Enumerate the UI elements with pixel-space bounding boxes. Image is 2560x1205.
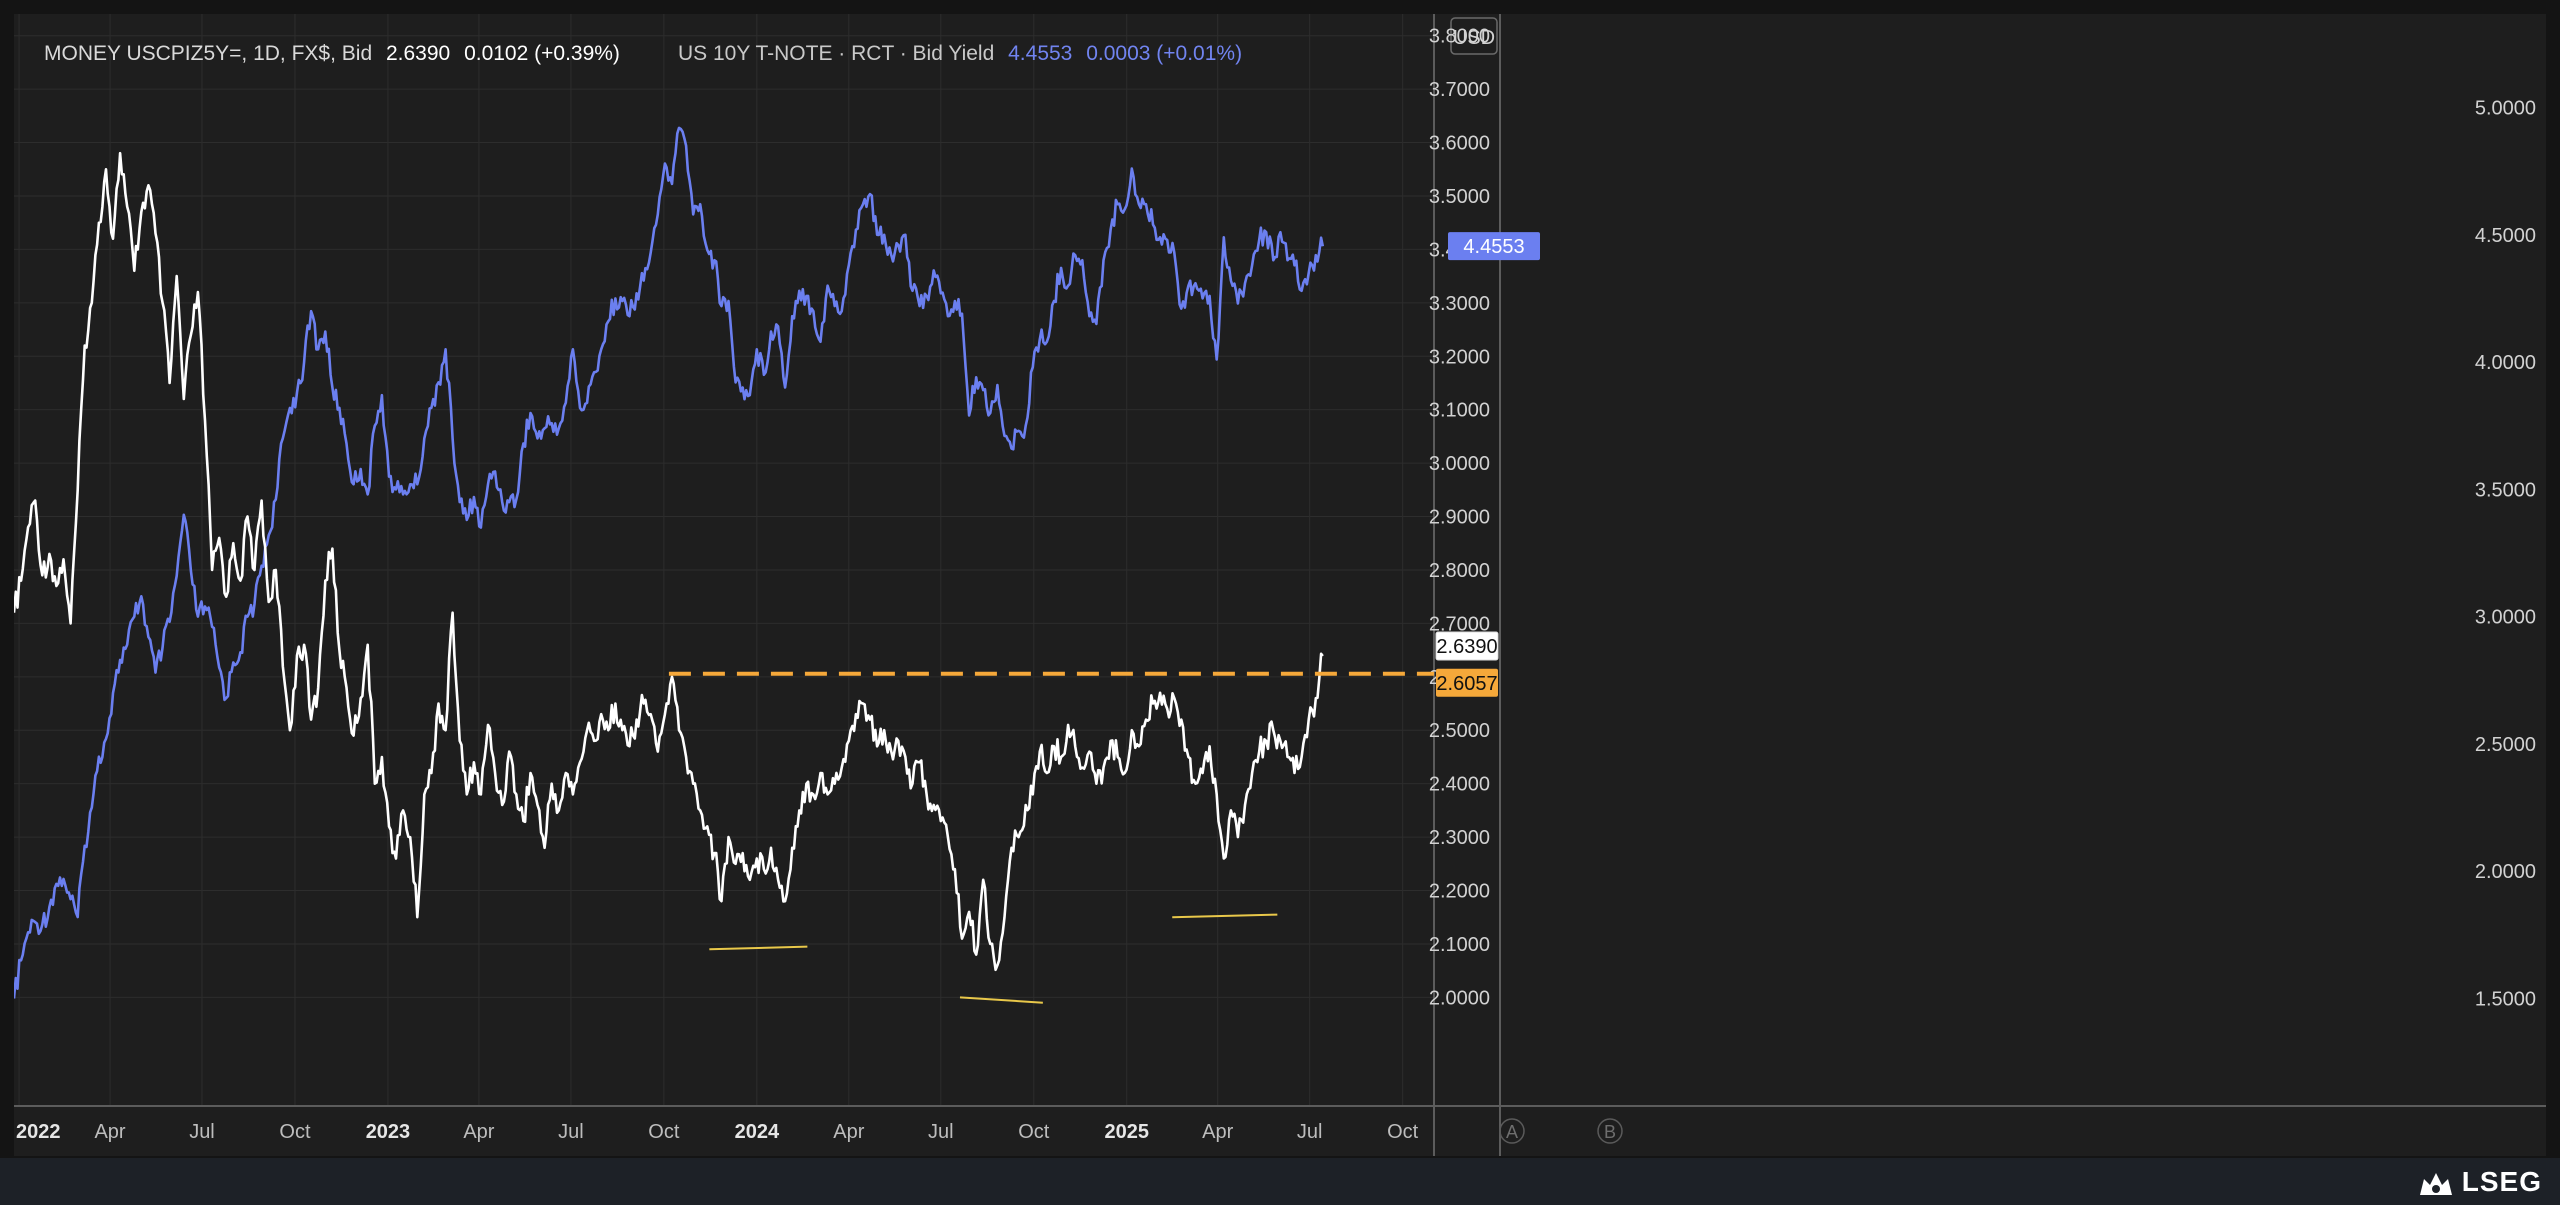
- x-axis-tick-label: Apr: [833, 1121, 864, 1143]
- x-axis-tick-label: Jul: [558, 1121, 584, 1143]
- right-axis-tick-label: 3.5000: [2475, 479, 2536, 501]
- left-axis-tick-label: 3.0000: [1429, 453, 1490, 475]
- left-axis-tick-label: 3.1000: [1429, 400, 1490, 422]
- right-axis-tick-label: 2.0000: [2475, 861, 2536, 883]
- left-axis-tick-label: 3.8000: [1429, 26, 1490, 48]
- left-axis-tick-label: 3.3000: [1429, 293, 1490, 315]
- x-axis-tick-label: Jul: [189, 1121, 215, 1143]
- series-uscpiz5y-line: [14, 151, 1324, 972]
- legend-series-1-last: 2.6390: [385, 42, 451, 65]
- overlay-layer: 2.6390 2.6057 4.4553: [668, 232, 1540, 1004]
- last-value-label-series2: 4.4553: [1448, 232, 1540, 261]
- legend-series-2-change: 0.0003 (+0.01%): [1086, 42, 1243, 65]
- x-axis-tick-label: Apr: [94, 1121, 125, 1143]
- scale-button-label: B: [1604, 1122, 1616, 1142]
- left-axis-tick-label: 2.8000: [1429, 560, 1490, 582]
- scale-button-ring: [1597, 1118, 1623, 1144]
- legend-series-2-last: 4.4553: [1008, 42, 1073, 65]
- x-axis-tick-label: 2024: [735, 1121, 780, 1143]
- right-axis-tick-label: 4.0000: [2475, 352, 2536, 374]
- support-annotation-line: [1172, 913, 1278, 919]
- currency-box: [1450, 17, 1498, 55]
- brand-name: LSEG: [2461, 1166, 2542, 1197]
- legend-series-2-name: US 10Y T-NOTE · RCT · Bid Yield: [678, 42, 995, 65]
- scale-button-a[interactable]: A: [1499, 1118, 1525, 1144]
- left-axis-tick-label: 3.6000: [1429, 133, 1490, 155]
- left-axis-tick-label: 3.2000: [1429, 346, 1490, 368]
- reference-value-label-text: 2.6057: [1436, 673, 1497, 695]
- reference-value-label: 2.6057: [1436, 668, 1498, 697]
- last-value-label-series1-text: 2.6390: [1436, 636, 1497, 658]
- brand-logo: LSEG: [2416, 1166, 2542, 1199]
- legend-series-2[interactable]: US 10Y T-NOTE · RCT · Bid Yield 4.4553 0…: [678, 42, 1250, 66]
- right-axis-tick-label: 1.5000: [2475, 989, 2536, 1011]
- support-annotation-line: [709, 945, 808, 951]
- series-layer: [14, 126, 1325, 999]
- footer-bar: [0, 1158, 2560, 1205]
- x-axis-tick-label: Oct: [1387, 1121, 1419, 1143]
- left-axis-tick-label: 2.9000: [1429, 507, 1490, 529]
- scale-button-b[interactable]: B: [1597, 1118, 1623, 1144]
- grid: [14, 14, 1434, 1106]
- x-axis-tick-label: 2023: [366, 1121, 411, 1143]
- x-axis-tick-label: Oct: [648, 1121, 680, 1143]
- x-axis-tick-label: Apr: [463, 1121, 494, 1143]
- last-value-label-series1-bg: [1435, 631, 1499, 661]
- reference-value-label-bg: [1436, 668, 1498, 697]
- left-axis-tick-label: 2.4000: [1429, 774, 1490, 796]
- legend-series-1-change: 0.0102 (+0.39%): [464, 42, 620, 65]
- lion-crest-icon: [2419, 1172, 2452, 1195]
- left-axis-tick-label: 2.1000: [1429, 934, 1490, 956]
- legend-series-1[interactable]: MONEY USCPIZ5Y=, 1D, FX$, Bid 2.6390 0.0…: [44, 42, 628, 66]
- x-axis-tick-label: Jul: [1297, 1121, 1323, 1143]
- last-value-label-series2-bg: [1448, 232, 1540, 261]
- scale-button-label: A: [1506, 1122, 1518, 1142]
- last-value-label-series2-text: 4.4553: [1463, 236, 1524, 258]
- left-axis-tick-label: 3.5000: [1429, 186, 1490, 208]
- x-axis-tick-label: Apr: [1202, 1121, 1233, 1143]
- left-axis-tick-label: 2.5000: [1429, 720, 1490, 742]
- x-axis-tick-label: 2025: [1105, 1121, 1150, 1143]
- left-axis-tick-label: 2.7000: [1429, 613, 1490, 635]
- x-axis-tick-label: Jul: [928, 1121, 954, 1143]
- x-axis-tick-label: Oct: [279, 1121, 311, 1143]
- right-axis-tick-label: 4.5000: [2475, 225, 2536, 247]
- right-axis-tick-label: 3.0000: [2475, 607, 2536, 629]
- right-axis-tick-label: 5.0000: [2475, 98, 2536, 120]
- axes: USD3.80003.70003.60003.50003.40003.30003…: [14, 14, 2546, 1156]
- right-axis-tick-label: 2.5000: [2475, 734, 2536, 756]
- left-axis-tick-label: 2.3000: [1429, 827, 1490, 849]
- legend-series-1-name: MONEY USCPIZ5Y=, 1D, FX$, Bid: [44, 42, 373, 65]
- x-axis-tick-label: 2022: [16, 1121, 61, 1143]
- chart-svg[interactable]: USD3.80003.70003.60003.50003.40003.30003…: [14, 14, 2546, 1156]
- left-axis-tick-label: 2.0000: [1429, 987, 1490, 1009]
- x-axis-tick-label: Oct: [1018, 1121, 1050, 1143]
- currency-label: USD: [1453, 27, 1495, 49]
- left-axis-tick-label: 2.2000: [1429, 881, 1490, 903]
- scale-button-ring: [1499, 1118, 1525, 1144]
- support-annotation-line: [959, 996, 1043, 1004]
- series-us10y-line: [14, 126, 1325, 999]
- chart-panel: USD3.80003.70003.60003.50003.40003.30003…: [14, 14, 2546, 1156]
- left-axis-tick-label: 3.7000: [1429, 79, 1490, 101]
- last-value-label-series1: 2.6390: [1435, 631, 1499, 661]
